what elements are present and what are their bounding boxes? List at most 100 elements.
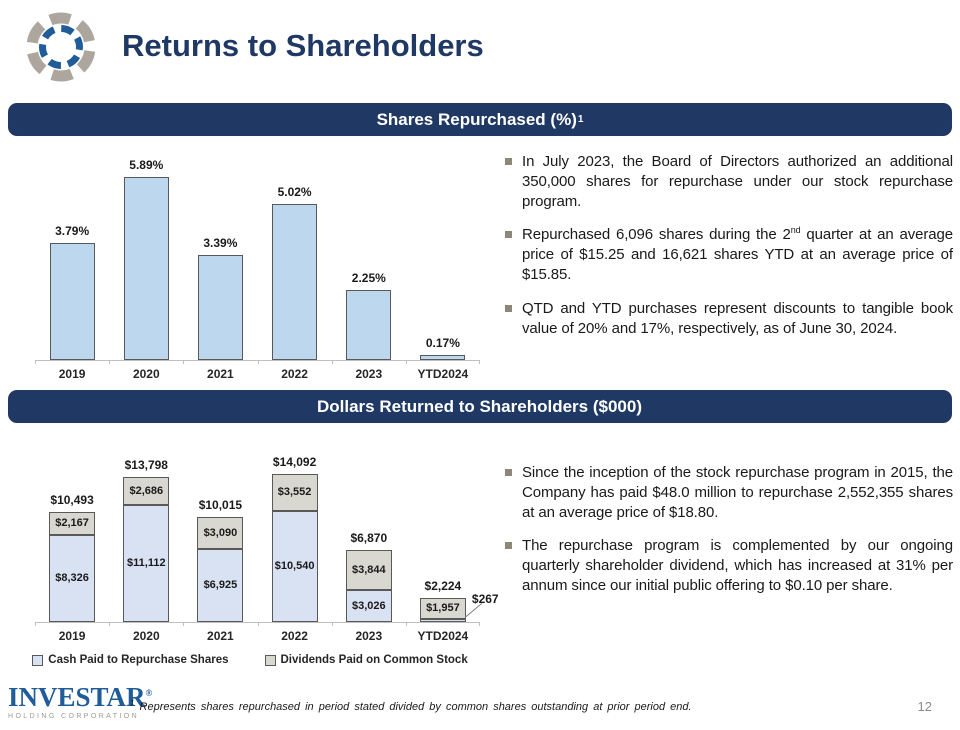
shares-repurchased-axis-label: 2021 xyxy=(207,367,234,381)
bullet-item: QTD and YTD purchases represent discount… xyxy=(505,299,953,339)
dollars-returned-bar-YTD2024-s1 xyxy=(419,598,466,619)
bullet-text: QTD and YTD purchases represent discount… xyxy=(522,299,953,339)
dollars-returned-axis-label: 2023 xyxy=(355,629,383,643)
bullet-text-segment: Since the inception of the stock repurch… xyxy=(522,464,953,522)
bullet-text-segment: In July 2023, the Board of Directors aut… xyxy=(522,153,953,211)
shares-repurchased-bar-2021 xyxy=(197,255,243,360)
section1-header-bar: Shares Repurchased (%) 1 xyxy=(8,103,952,136)
shares-repurchased-value-label: 3.39% xyxy=(203,236,238,250)
dollars-returned-segment-label: $2,686 xyxy=(129,485,164,497)
bullet-item: In July 2023, the Board of Directors aut… xyxy=(505,152,953,212)
bullet-superscript: nd xyxy=(790,225,801,236)
shares-repurchased-value-label: 5.89% xyxy=(129,158,164,172)
shares-repurchased-bar-2023 xyxy=(346,290,392,360)
page-title: Returns to Shareholders xyxy=(122,28,484,63)
dollars-returned-value-label: $14,092 xyxy=(272,455,317,469)
dollars-returned-value-label: $10,493 xyxy=(50,493,94,507)
shares-repurchased-axis-label: 2022 xyxy=(281,367,308,381)
bullet-item: Repurchased 6,096 shares during the 2nd … xyxy=(505,225,953,285)
dollars-returned-bar-2023-s1 xyxy=(345,550,392,590)
axis-tick xyxy=(479,622,480,626)
axis-tick xyxy=(332,622,333,626)
section2-bullet-list: Since the inception of the stock repurch… xyxy=(505,463,953,610)
bullet-marker-icon xyxy=(505,542,512,550)
dollars-returned-segment-label: $8,326 xyxy=(55,572,89,584)
shares-repurchased-axis-label: 2023 xyxy=(355,367,383,381)
dollars-returned-value-label: $13,798 xyxy=(124,458,168,472)
dollars-returned-axis-label: 2021 xyxy=(207,629,234,643)
investar-swirl-logo-icon xyxy=(26,12,96,82)
dollars-returned-bar-2022-s1 xyxy=(271,474,318,511)
legend-label: Cash Paid to Repurchase Shares xyxy=(48,654,229,666)
dollars-returned-segment-label: $3,090 xyxy=(203,527,238,539)
axis-tick xyxy=(406,622,407,626)
dollars-returned-axis-label: YTD2024 xyxy=(417,629,469,643)
shares-repurchased-bar-2020 xyxy=(123,177,169,360)
axis-tick xyxy=(35,360,36,364)
dollars-returned-legend: Cash Paid to Repurchase Shares Dividends … xyxy=(10,654,490,666)
shares-repurchased-bar-2022 xyxy=(272,204,318,360)
dollars-returned-segment-label: $2,167 xyxy=(55,517,89,529)
shares-repurchased-axis-label: 2020 xyxy=(132,367,160,381)
legend-item: Cash Paid to Repurchase Shares xyxy=(32,654,229,666)
shares-repurchased-chart: 3.79% 5.89% 3.39% 5.02% 2.25% 0.17% 2019 2020 20… xyxy=(10,145,490,387)
investar-wordmark-text: INVESTAR xyxy=(8,682,146,712)
bullet-text-segment: Repurchased 6,096 shares during the 2 xyxy=(522,226,791,244)
investar-wordmark: INVESTAR® HOLDING CORPORATION xyxy=(8,682,152,721)
bullet-text: The repurchase program is complemented b… xyxy=(522,536,953,596)
dollars-returned-bar-2020-s0 xyxy=(123,505,170,622)
bullet-marker-icon xyxy=(505,304,512,312)
dollars-returned-segment-label: $3,026 xyxy=(351,600,386,612)
shares-repurchased-value-label: 2.25% xyxy=(351,271,386,285)
shares-repurchased-value-label: 3.79% xyxy=(55,224,90,238)
dollars-returned-bar-2021-s1 xyxy=(197,517,244,549)
legend-swatch xyxy=(264,654,276,666)
dollars-returned-segment-label: $6,925 xyxy=(203,579,238,591)
bullet-marker-icon xyxy=(505,231,512,239)
dollars-returned-segment-label: $10,540 xyxy=(274,560,315,572)
axis-tick xyxy=(258,360,259,364)
page-number: 12 xyxy=(917,699,932,714)
bullet-marker-icon xyxy=(505,469,512,476)
dollars-returned-bar-2022-s0 xyxy=(271,511,318,622)
dollars-returned-value-label: $10,015 xyxy=(198,498,243,512)
axis-tick xyxy=(183,622,184,626)
shares-repurchased-value-label: 5.02% xyxy=(277,185,312,199)
bullet-text-segment: QTD and YTD purchases represent discount… xyxy=(522,299,953,337)
shares-repurchased-axis-label: 2019 xyxy=(58,367,86,381)
bullet-text: Repurchased 6,096 shares during the 2nd … xyxy=(522,225,953,285)
legend-item: Dividends Paid on Common Stock xyxy=(264,654,468,666)
shares-repurchased-bar-YTD2024 xyxy=(420,355,466,360)
bullet-item: Since the inception of the stock repurch… xyxy=(505,463,953,523)
shares-repurchased-plot: 3.79% 5.89% 3.39% 5.02% 2.25% 0.17% xyxy=(35,145,480,364)
bullet-text: In July 2023, the Board of Directors aut… xyxy=(522,152,953,212)
dollars-returned-bar-2020-s1 xyxy=(123,477,170,505)
shares-repurchased-bar-2019 xyxy=(49,243,95,360)
dollars-returned-bar-2021-s0 xyxy=(197,549,244,622)
dollars-returned-segment-label: $1,957 xyxy=(426,602,460,614)
bullet-text-segment: The repurchase program is complemented b… xyxy=(522,537,953,595)
dollars-returned-axis-label: 2020 xyxy=(132,629,160,643)
axis-tick xyxy=(332,360,333,364)
dollars-returned-plot: $8,326 $2,167 $10,493 $11,112 $2,686 $13,798 $… xyxy=(35,452,499,626)
axis-tick xyxy=(258,622,259,626)
legend-label: Dividends Paid on Common Stock xyxy=(280,654,468,666)
section2-header-text: Dollars Returned to Shareholders ($000) xyxy=(317,396,642,416)
dollars-returned-bar-2023-s0 xyxy=(345,590,392,622)
axis-tick xyxy=(109,360,110,364)
bullet-text-segment: quarter at an average price of $15.25 an… xyxy=(522,226,953,284)
dollars-returned-axis-label: 2019 xyxy=(58,629,86,643)
axis-tick xyxy=(35,622,36,626)
footnote-ref: 1 xyxy=(130,698,135,708)
footnote: 1 Represents shares repurchased in perio… xyxy=(130,698,770,713)
axis-tick xyxy=(183,360,184,364)
footnote-text: Represents shares repurchased in period … xyxy=(134,701,692,713)
dollars-returned-bar-2019-s0 xyxy=(49,535,96,622)
bullet-text: Since the inception of the stock repurch… xyxy=(522,463,953,523)
section1-header-text: Shares Repurchased (%) xyxy=(376,109,577,129)
dollars-returned-segment-label: $3,844 xyxy=(351,564,386,576)
dollars-returned-chart: $8,326 $2,167 $10,493 $11,112 $2,686 $13,798 $… xyxy=(10,452,499,674)
axis-tick xyxy=(479,360,480,364)
shares-repurchased-value-label: 0.17% xyxy=(425,336,460,350)
